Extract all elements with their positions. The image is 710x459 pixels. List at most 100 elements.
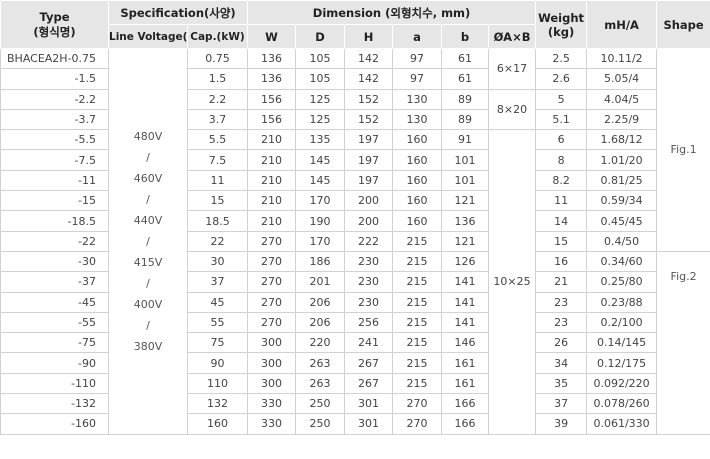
weight-cell: 8 [535,149,588,171]
header-mh: mH/A [586,0,658,49]
a-cell: 97 [392,68,442,90]
cap-cell: 11 [187,169,248,192]
weight-cell: 5 [535,88,588,110]
d-cell: 263 [295,372,345,395]
b-cell: 121 [441,230,489,252]
mh-cell: 5.05/4 [586,68,658,90]
weight-cell: 2.6 [535,68,588,90]
header-weight-label: Weight [538,10,585,25]
cap-cell: 55 [187,311,248,334]
w-cell: 330 [247,413,296,435]
cap-cell: 110 [187,372,248,395]
d-cell: 201 [295,271,345,293]
h-cell: 200 [344,190,393,212]
b-cell: 126 [441,250,489,273]
d-cell: 105 [295,68,345,90]
table-row: -45 45 270 206 230 215 141 23 0.23/88 [0,291,710,313]
table-row: -37 37 270 201 230 215 141 21 0.25/80 [0,271,710,293]
table-row: -160 160 330 250 301 270 166 39 0.061/330 [0,413,710,435]
cap-cell: 30 [187,250,248,273]
w-cell: 270 [247,271,296,293]
weight-cell: 2.5 [535,47,588,70]
w-cell: 270 [247,291,296,313]
cap-cell: 18.5 [187,210,248,232]
type-cell: -110 [0,372,109,395]
type-cell: -22 [0,230,109,252]
d-cell: 135 [295,129,345,151]
voltage-line: / [146,234,150,248]
b-cell: 161 [441,352,489,374]
a-cell: 160 [392,149,442,171]
w-cell: 270 [247,230,296,252]
header-a: a [392,24,442,49]
d-cell: 170 [295,190,345,212]
table-row: -90 90 300 263 267 215 161 34 0.12/175 [0,352,710,374]
h-cell: 230 [344,291,393,313]
a-cell: 215 [392,271,442,293]
mh-cell: 0.45/45 [586,210,658,232]
table-row: -30 30 270 186 230 215 126 16 0.34/60 Fig.2 [0,250,710,435]
mh-cell: 0.81/25 [586,169,658,192]
table-row: -132 132 330 250 301 270 166 37 0.078/260 [0,393,710,415]
d-cell: 125 [295,108,345,131]
d-cell: 250 [295,413,345,435]
header-capacity: Cap.(kW) [187,24,248,49]
a-cell: 270 [392,413,442,435]
h-cell: 222 [344,230,393,252]
table-row: -110 110 300 263 267 215 161 35 0.092/220 [0,372,710,395]
h-cell: 197 [344,169,393,192]
w-cell: 330 [247,393,296,415]
a-cell: 130 [392,108,442,131]
h-cell: 200 [344,210,393,232]
type-cell: -30 [0,250,109,273]
type-cell: -3.7 [0,108,109,131]
mh-cell: 0.23/88 [586,291,658,313]
weight-cell: 39 [535,413,588,435]
h-cell: 152 [344,108,393,131]
type-cell: -160 [0,413,109,435]
type-cell: -132 [0,393,109,415]
table-row: -1.5 1.5 136 105 142 97 61 2.6 5.05/4 [0,68,710,90]
cap-cell: 5.5 [187,129,248,151]
cap-cell: 90 [187,352,248,374]
mh-cell: 0.25/80 [586,271,658,293]
axb-cell: 10×25 [487,129,537,435]
b-cell: 89 [441,88,489,110]
mh-cell: 0.59/34 [586,190,658,212]
cap-cell: 3.7 [187,108,248,131]
weight-cell: 26 [535,332,588,354]
a-cell: 215 [392,372,442,395]
voltage-line: 480V [133,129,163,143]
d-cell: 220 [295,332,345,354]
cap-cell: 0.75 [187,47,248,70]
weight-cell: 14 [535,210,588,232]
a-cell: 160 [392,210,442,232]
b-cell: 91 [441,129,489,151]
w-cell: 210 [247,149,296,171]
w-cell: 210 [247,190,296,212]
table-row: -7.5 7.5 210 145 197 160 101 8 1.01/20 [0,149,710,171]
mh-cell: 0.4/50 [586,230,658,252]
d-cell: 125 [295,88,345,110]
axb-cell: 8×20 [487,88,537,131]
type-cell: -45 [0,291,109,313]
axb-cell: 6×17 [487,48,537,90]
a-cell: 215 [392,332,442,354]
w-cell: 210 [247,169,296,192]
a-cell: 160 [392,169,442,192]
table-row: -75 75 300 220 241 215 146 26 0.14/145 [0,332,710,354]
h-cell: 230 [344,250,393,273]
d-cell: 145 [295,169,345,192]
h-cell: 142 [344,68,393,90]
weight-cell: 16 [535,250,588,273]
type-cell: -90 [0,352,109,374]
weight-cell: 5.1 [535,108,588,131]
w-cell: 210 [247,129,296,151]
weight-cell: 15 [535,230,588,252]
a-cell: 215 [392,291,442,313]
a-cell: 97 [392,47,442,70]
shape-cell: Fig.1 [656,48,710,252]
d-cell: 105 [295,47,345,70]
mh-cell: 0.12/175 [586,352,658,374]
header-h: H [344,24,393,49]
